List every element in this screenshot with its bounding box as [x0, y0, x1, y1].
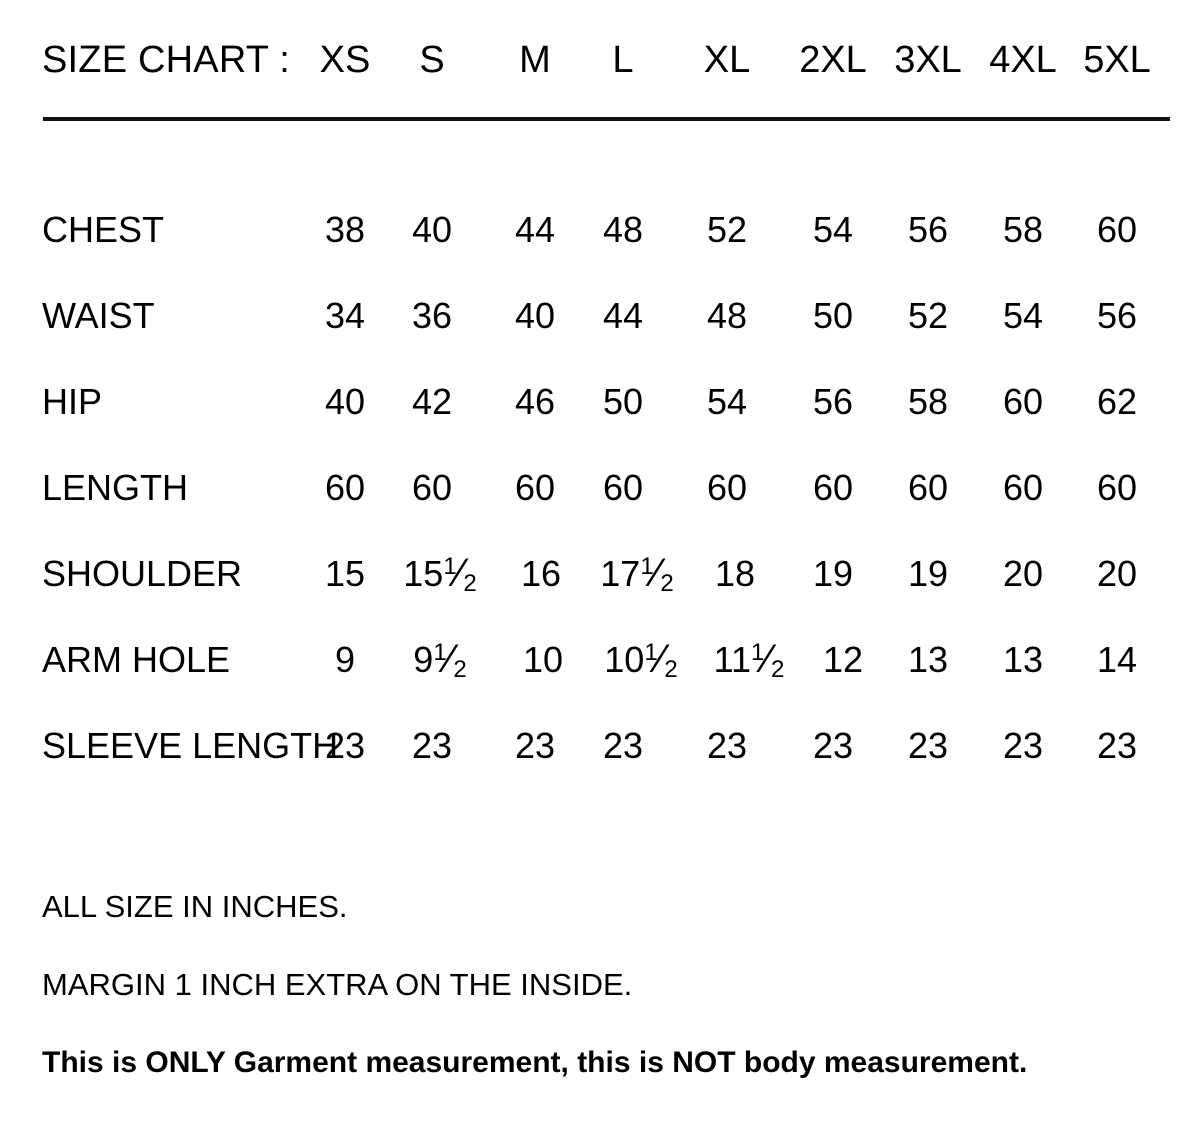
cell-chest-m: 44 — [514, 209, 556, 250]
cell-hip-5xl: 62 — [1096, 381, 1138, 422]
cell-sleeve-length-xs: 23 — [324, 725, 366, 766]
cell-waist-s: 36 — [411, 295, 453, 336]
table-row: CHEST 38 40 44 48 52 54 56 58 60 — [0, 200, 1200, 260]
fraction: 1⁄2 — [640, 551, 674, 597]
cell-chest-4xl: 58 — [1002, 209, 1044, 250]
cell-sleeve-length-2xl: 23 — [812, 725, 854, 766]
row-label-shoulder: SHOULDER — [42, 553, 243, 594]
cell-arm-hole-m: 10 — [522, 639, 564, 680]
cell-arm-hole-2xl: 12 — [822, 639, 864, 680]
cell-shoulder-xs: 15 — [324, 553, 366, 594]
page-title: SIZE CHART : — [42, 39, 291, 81]
cell-length-5xl: 60 — [1096, 467, 1138, 508]
fraction: 1⁄2 — [433, 637, 467, 683]
cell-chest-l: 48 — [602, 209, 644, 250]
cell-waist-4xl: 54 — [1002, 295, 1044, 336]
cell-arm-hole-s: 91⁄2 — [413, 630, 466, 690]
cell-length-s: 60 — [411, 467, 453, 508]
size-header-xl: XL — [703, 39, 751, 81]
cell-shoulder-m: 16 — [520, 553, 562, 594]
cell-arm-hole-3xl: 13 — [907, 639, 949, 680]
cell-arm-hole-xl: 111⁄2 — [714, 630, 785, 690]
table-row: WAIST 34 36 40 44 48 50 52 54 56 — [0, 286, 1200, 346]
cell-arm-hole-5xl: 14 — [1096, 639, 1138, 680]
cell-waist-xs: 34 — [324, 295, 366, 336]
cell-sleeve-length-l: 23 — [602, 725, 644, 766]
footer-note-1: ALL SIZE IN INCHES. — [42, 889, 348, 924]
size-header-xs: XS — [319, 39, 371, 81]
cell-shoulder-s: 151⁄2 — [403, 544, 476, 604]
row-label-arm-hole: ARM HOLE — [42, 639, 231, 680]
row-label-chest: CHEST — [42, 209, 165, 250]
cell-shoulder-l: 171⁄2 — [600, 544, 673, 604]
row-label-waist: WAIST — [42, 295, 155, 336]
footer-note-2: MARGIN 1 INCH EXTRA ON THE INSIDE. — [42, 967, 633, 1002]
row-label-length: LENGTH — [42, 467, 189, 508]
size-header-4xl: 4XL — [989, 39, 1057, 81]
cell-hip-m: 46 — [514, 381, 556, 422]
row-label-hip: HIP — [42, 381, 103, 422]
cell-waist-l: 44 — [602, 295, 644, 336]
cell-waist-xl: 48 — [706, 295, 748, 336]
cell-chest-s: 40 — [411, 209, 453, 250]
fraction: 1⁄2 — [750, 637, 785, 683]
cell-hip-3xl: 58 — [907, 381, 949, 422]
cell-hip-s: 42 — [411, 381, 453, 422]
cell-shoulder-4xl: 20 — [1002, 553, 1044, 594]
cell-length-l: 60 — [602, 467, 644, 508]
cell-arm-hole-xs: 9 — [334, 639, 356, 680]
cell-shoulder-xl: 18 — [714, 553, 756, 594]
cell-shoulder-2xl: 19 — [812, 553, 854, 594]
size-chart-header: SIZE CHART : XS S M L XL 2XL 3XL 4XL 5XL — [0, 28, 1200, 92]
size-header-5xl: 5XL — [1083, 39, 1151, 81]
table-row: SHOULDER 15 151⁄2 16 171⁄2 18 19 19 20 20 — [0, 544, 1200, 604]
fraction: 1⁄2 — [644, 637, 678, 683]
cell-length-3xl: 60 — [907, 467, 949, 508]
size-header-m: M — [519, 39, 551, 81]
cell-sleeve-length-m: 23 — [514, 725, 556, 766]
row-label-sleeve-length: SLEEVE LENGTH — [42, 725, 339, 766]
cell-length-2xl: 60 — [812, 467, 854, 508]
cell-waist-m: 40 — [514, 295, 556, 336]
cell-sleeve-length-5xl: 23 — [1096, 725, 1138, 766]
cell-sleeve-length-4xl: 23 — [1002, 725, 1044, 766]
cell-waist-3xl: 52 — [907, 295, 949, 336]
table-row: LENGTH 60 60 60 60 60 60 60 60 60 — [0, 458, 1200, 518]
cell-waist-5xl: 56 — [1096, 295, 1138, 336]
table-row: SLEEVE LENGTH 23 23 23 23 23 23 23 23 23 — [0, 716, 1200, 776]
cell-chest-xl: 52 — [706, 209, 748, 250]
cell-chest-2xl: 54 — [812, 209, 854, 250]
cell-hip-2xl: 56 — [812, 381, 854, 422]
footer-note-3: This is ONLY Garment measurement, this i… — [42, 1046, 1028, 1079]
cell-chest-3xl: 56 — [907, 209, 949, 250]
cell-hip-4xl: 60 — [1002, 381, 1044, 422]
cell-length-m: 60 — [514, 467, 556, 508]
cell-shoulder-5xl: 20 — [1096, 553, 1138, 594]
cell-length-4xl: 60 — [1002, 467, 1044, 508]
cell-waist-2xl: 50 — [812, 295, 854, 336]
size-header-l: L — [612, 39, 634, 81]
size-header-s: S — [419, 39, 445, 81]
cell-hip-xl: 54 — [706, 381, 748, 422]
cell-sleeve-length-3xl: 23 — [907, 725, 949, 766]
cell-sleeve-length-s: 23 — [411, 725, 453, 766]
header-divider-rule — [43, 117, 1170, 121]
cell-hip-xs: 40 — [324, 381, 366, 422]
cell-hip-l: 50 — [602, 381, 644, 422]
fraction: 1⁄2 — [443, 551, 477, 597]
cell-arm-hole-4xl: 13 — [1002, 639, 1044, 680]
size-header-2xl: 2XL — [799, 39, 867, 81]
table-row: ARM HOLE 9 91⁄2 10 101⁄2 111⁄2 12 13 13 14 — [0, 630, 1200, 690]
cell-length-xs: 60 — [324, 467, 366, 508]
cell-sleeve-length-xl: 23 — [706, 725, 748, 766]
cell-chest-5xl: 60 — [1096, 209, 1138, 250]
cell-length-xl: 60 — [706, 467, 748, 508]
size-header-3xl: 3XL — [894, 39, 962, 81]
cell-arm-hole-l: 101⁄2 — [604, 630, 677, 690]
table-row: HIP 40 42 46 50 54 56 58 60 62 — [0, 372, 1200, 432]
cell-chest-xs: 38 — [324, 209, 366, 250]
cell-shoulder-3xl: 19 — [907, 553, 949, 594]
